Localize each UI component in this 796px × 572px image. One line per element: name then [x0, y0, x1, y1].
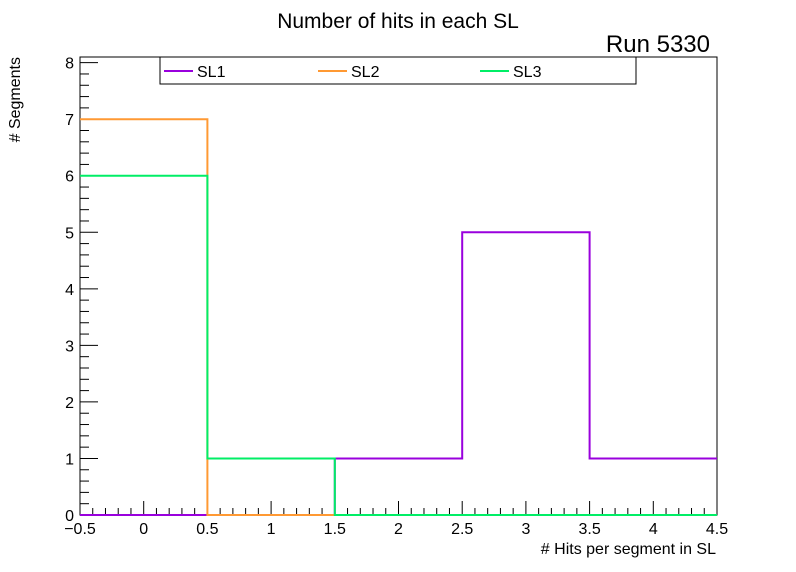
y-tick-label: 2 [65, 395, 74, 412]
legend-label-sl3: SL3 [513, 64, 542, 81]
x-tick-label: 0 [139, 521, 148, 538]
x-tick-label: 2.5 [451, 521, 473, 538]
series-line-sl1 [80, 231, 717, 516]
legend-box [159, 56, 637, 85]
x-tick-label: 1.5 [324, 521, 346, 538]
x-tick-label: 4.5 [706, 521, 728, 538]
y-axis-label: # Segments [7, 57, 24, 142]
y-tick-label: 4 [65, 282, 74, 299]
x-tick-label: 3 [521, 521, 530, 538]
y-tick-label: 1 [65, 451, 74, 468]
legend-label-sl1: SL1 [197, 64, 226, 81]
x-tick-label: 2 [394, 521, 403, 538]
series-line-sl2 [80, 118, 717, 516]
chart-title: Number of hits in each SL [277, 10, 519, 33]
x-tick-label: 4 [649, 521, 658, 538]
x-tick-label: −0.5 [64, 521, 96, 538]
y-tick-label: 3 [65, 338, 74, 355]
x-axis-label: # Hits per segment in SL [541, 541, 716, 558]
series-line-sl3 [80, 174, 717, 516]
x-tick-label: 3.5 [578, 521, 600, 538]
y-tick-label: 6 [65, 169, 74, 186]
x-axis: −0.5 0 0.5 1 1.5 2 2.5 3 3.5 4 4.5 [64, 501, 728, 538]
x-tick-label: 1 [267, 521, 276, 538]
series-layer [80, 118, 717, 516]
legend-label-sl2: SL2 [351, 64, 380, 81]
y-tick-label: 5 [65, 225, 74, 242]
run-label: Run 5330 [606, 31, 710, 58]
legend: SL1 SL2 SL3 [159, 56, 637, 85]
y-axis: 0 1 2 3 4 5 6 7 8 [65, 56, 98, 525]
y-tick-label: 8 [65, 56, 74, 73]
x-tick-label: 0.5 [196, 521, 218, 538]
y-tick-label: 7 [65, 112, 74, 129]
y-tick-label: 0 [65, 508, 74, 525]
plot-frame [79, 56, 718, 516]
